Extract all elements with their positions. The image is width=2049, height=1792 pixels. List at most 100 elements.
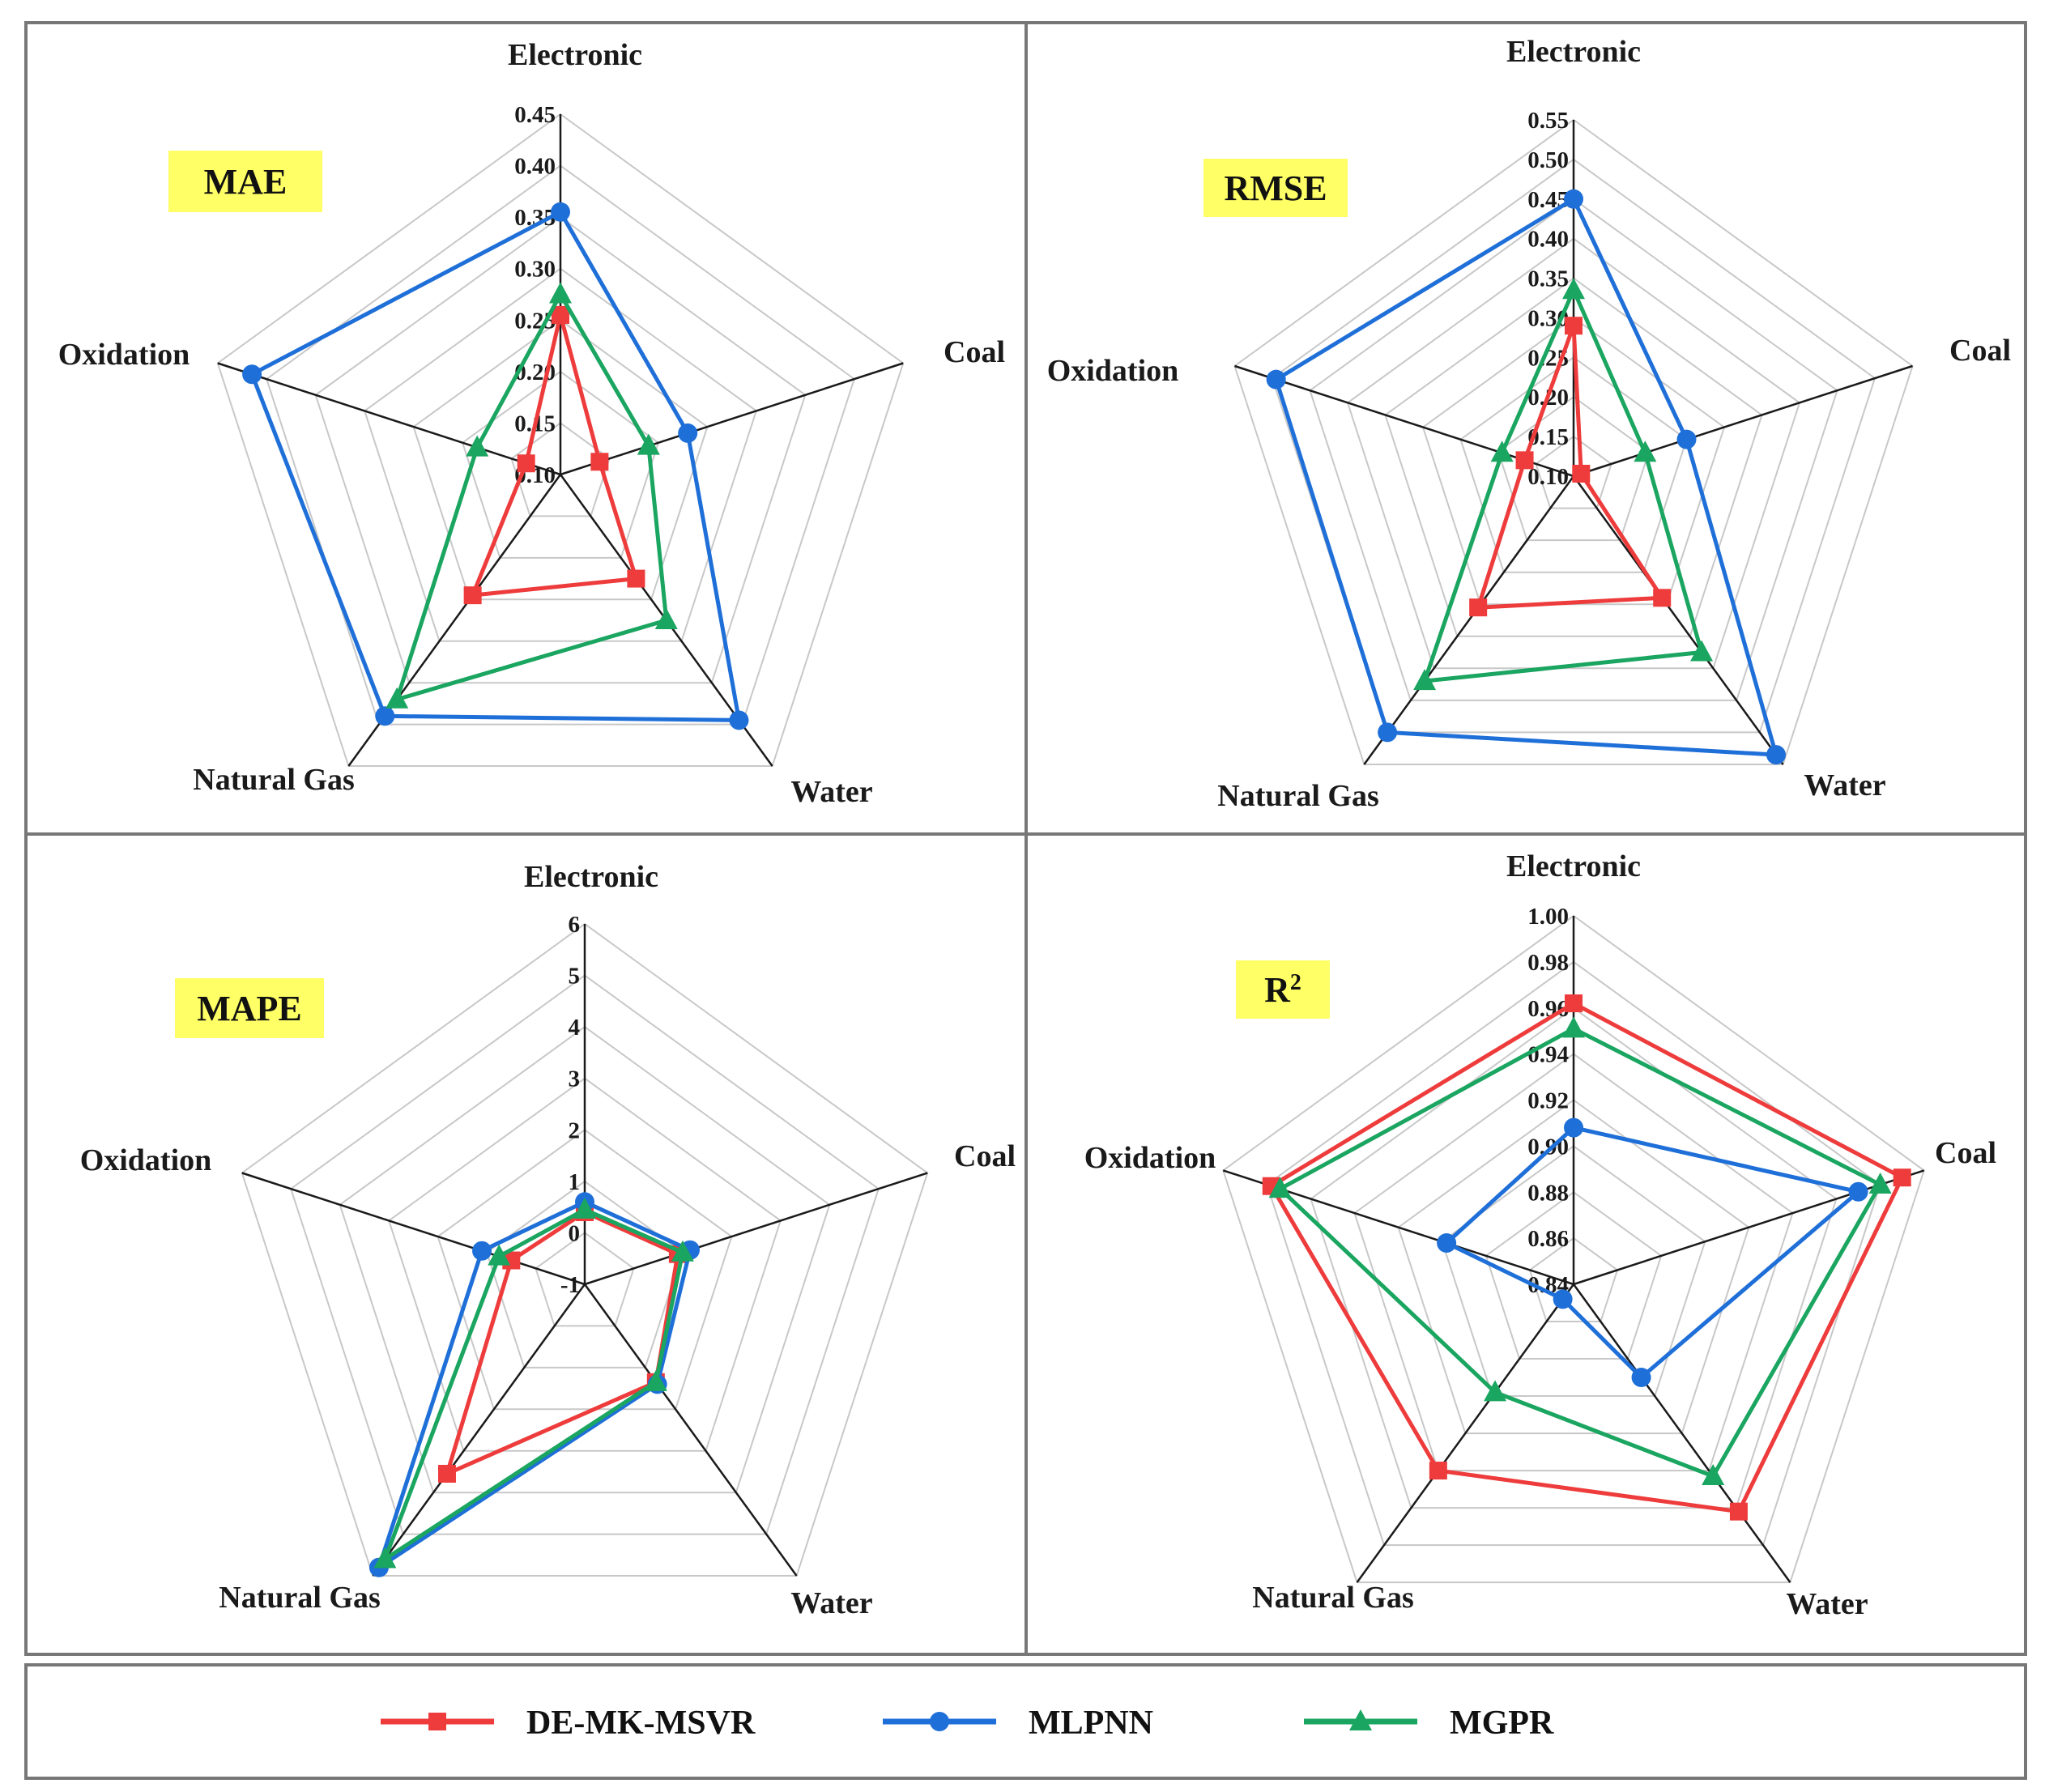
axis-spoke-natural-gas xyxy=(1356,1283,1575,1583)
tick-label: 0.50 xyxy=(1527,147,1569,173)
series-de-mk-msvr xyxy=(1469,317,1672,617)
grid-ring xyxy=(510,422,611,517)
grid-ring xyxy=(1233,118,1914,765)
legend-triangle-marker xyxy=(1349,1709,1372,1730)
grid-ring xyxy=(1346,237,1801,670)
series-mlpnn xyxy=(1266,189,1787,765)
data-point-triangle-marker xyxy=(1484,1380,1507,1402)
series-line xyxy=(249,210,741,722)
metric-label: MAPE xyxy=(197,989,302,1028)
grid-ring xyxy=(1310,1007,1838,1509)
grid-ring xyxy=(1353,1053,1794,1472)
data-point-triangle-marker xyxy=(654,608,678,630)
legend-square-marker xyxy=(428,1713,446,1730)
grid-ring xyxy=(241,922,929,1577)
data-point-triangle-marker xyxy=(671,1240,694,1262)
tick-label: 1 xyxy=(569,1169,581,1195)
series-line xyxy=(471,313,638,598)
tick-label: 0.55 xyxy=(1527,108,1569,134)
grid-ring xyxy=(1497,395,1651,542)
tick-label: 5 xyxy=(569,964,581,990)
series-line xyxy=(394,292,669,702)
axis-label-natural-gas: Natural Gas xyxy=(1252,1581,1414,1615)
data-point-triangle-marker xyxy=(644,1369,667,1391)
axis-spoke-water xyxy=(583,1283,798,1577)
grid-ring xyxy=(388,1077,782,1452)
legend-item-de-mk-msvr: DE-MK-MSVR xyxy=(381,1705,756,1742)
tick-label: 0.98 xyxy=(1527,950,1569,976)
axis-label-electronic: Electronic xyxy=(1506,849,1641,883)
data-point-square-marker xyxy=(1893,1168,1911,1187)
data-point-circle-marker xyxy=(1631,1368,1651,1388)
data-point-triangle-marker xyxy=(573,1197,596,1219)
data-point-triangle-marker xyxy=(1690,640,1714,662)
axis-label-water: Water xyxy=(790,1586,872,1620)
tick-label: 0.45 xyxy=(514,102,556,128)
grid-ring xyxy=(1535,435,1612,509)
data-point-circle-marker xyxy=(1266,369,1286,389)
grid-ring xyxy=(437,1129,733,1411)
data-point-circle-marker xyxy=(242,364,262,385)
data-point-square-marker xyxy=(437,1465,456,1483)
data-point-triangle-marker xyxy=(1562,1016,1585,1038)
grid-ring xyxy=(1528,1237,1619,1322)
metric-label-superscript: 2 xyxy=(1290,970,1301,995)
metric-label: MAE xyxy=(204,162,288,202)
frame-r2 xyxy=(1024,832,2027,1656)
data-point-triangle-marker xyxy=(1268,1177,1292,1198)
tick-label: 0.88 xyxy=(1527,1180,1569,1206)
axis-label-oxidation: Oxidation xyxy=(1084,1141,1216,1175)
grid-ring xyxy=(1309,198,1838,701)
grid-ring xyxy=(1222,914,1925,1584)
series-mgpr xyxy=(1268,1016,1892,1485)
grid-ring xyxy=(314,215,807,684)
tick-label: -1 xyxy=(560,1272,580,1298)
grid-rings xyxy=(216,113,905,767)
series-line xyxy=(1422,287,1704,683)
tick-label: 1.00 xyxy=(1527,904,1569,930)
grid-ring xyxy=(364,267,757,642)
data-point-circle-marker xyxy=(729,710,749,730)
data-point-square-marker xyxy=(590,453,609,471)
data-point-square-marker xyxy=(517,454,535,473)
tick-label: 4 xyxy=(569,1015,581,1041)
metric-label-box xyxy=(175,978,324,1038)
data-point-square-marker xyxy=(1653,589,1672,607)
data-point-circle-marker xyxy=(1378,722,1398,743)
data-point-circle-marker xyxy=(1848,1181,1868,1202)
series-mgpr xyxy=(373,1197,694,1569)
data-point-square-marker xyxy=(1469,598,1488,617)
axis-label-oxidation: Oxidation xyxy=(58,338,190,372)
data-point-triangle-marker xyxy=(373,1547,397,1569)
metric-label-box xyxy=(168,151,322,212)
grid-ring xyxy=(290,974,880,1535)
series-line xyxy=(1274,197,1778,757)
data-point-circle-marker xyxy=(1766,745,1787,765)
data-point-square-marker xyxy=(1515,451,1534,470)
tick-label: 2 xyxy=(569,1117,581,1143)
legend-label: MGPR xyxy=(1450,1705,1554,1742)
axis-label-oxidation: Oxidation xyxy=(1047,354,1179,388)
axis-spoke-water xyxy=(1572,1283,1791,1583)
series-mlpnn xyxy=(1437,1117,1868,1388)
data-point-square-marker xyxy=(1729,1502,1748,1521)
legend-item-mgpr: MGPR xyxy=(1304,1705,1554,1742)
tick-label: 0.45 xyxy=(1527,187,1569,213)
tick-label: 0.86 xyxy=(1527,1226,1569,1252)
axis-label-coal: Coal xyxy=(954,1139,1016,1173)
series-line xyxy=(1278,1026,1883,1479)
tick-label: 0.10 xyxy=(1527,464,1569,490)
tick-label: 0.92 xyxy=(1527,1088,1569,1114)
axis-label-water: Water xyxy=(1786,1587,1868,1621)
axis-spoke-natural-gas xyxy=(1363,475,1575,765)
series-line xyxy=(1444,1126,1861,1380)
series-de-mk-msvr xyxy=(1262,994,1911,1521)
data-point-circle-marker xyxy=(1564,189,1583,209)
data-point-triangle-marker xyxy=(1413,669,1437,691)
series-line xyxy=(445,1210,680,1476)
grid-ring xyxy=(412,319,709,601)
axis-spoke-oxidation xyxy=(217,362,561,476)
axis-label-electronic: Electronic xyxy=(524,860,658,894)
data-point-triangle-marker xyxy=(488,1244,511,1266)
